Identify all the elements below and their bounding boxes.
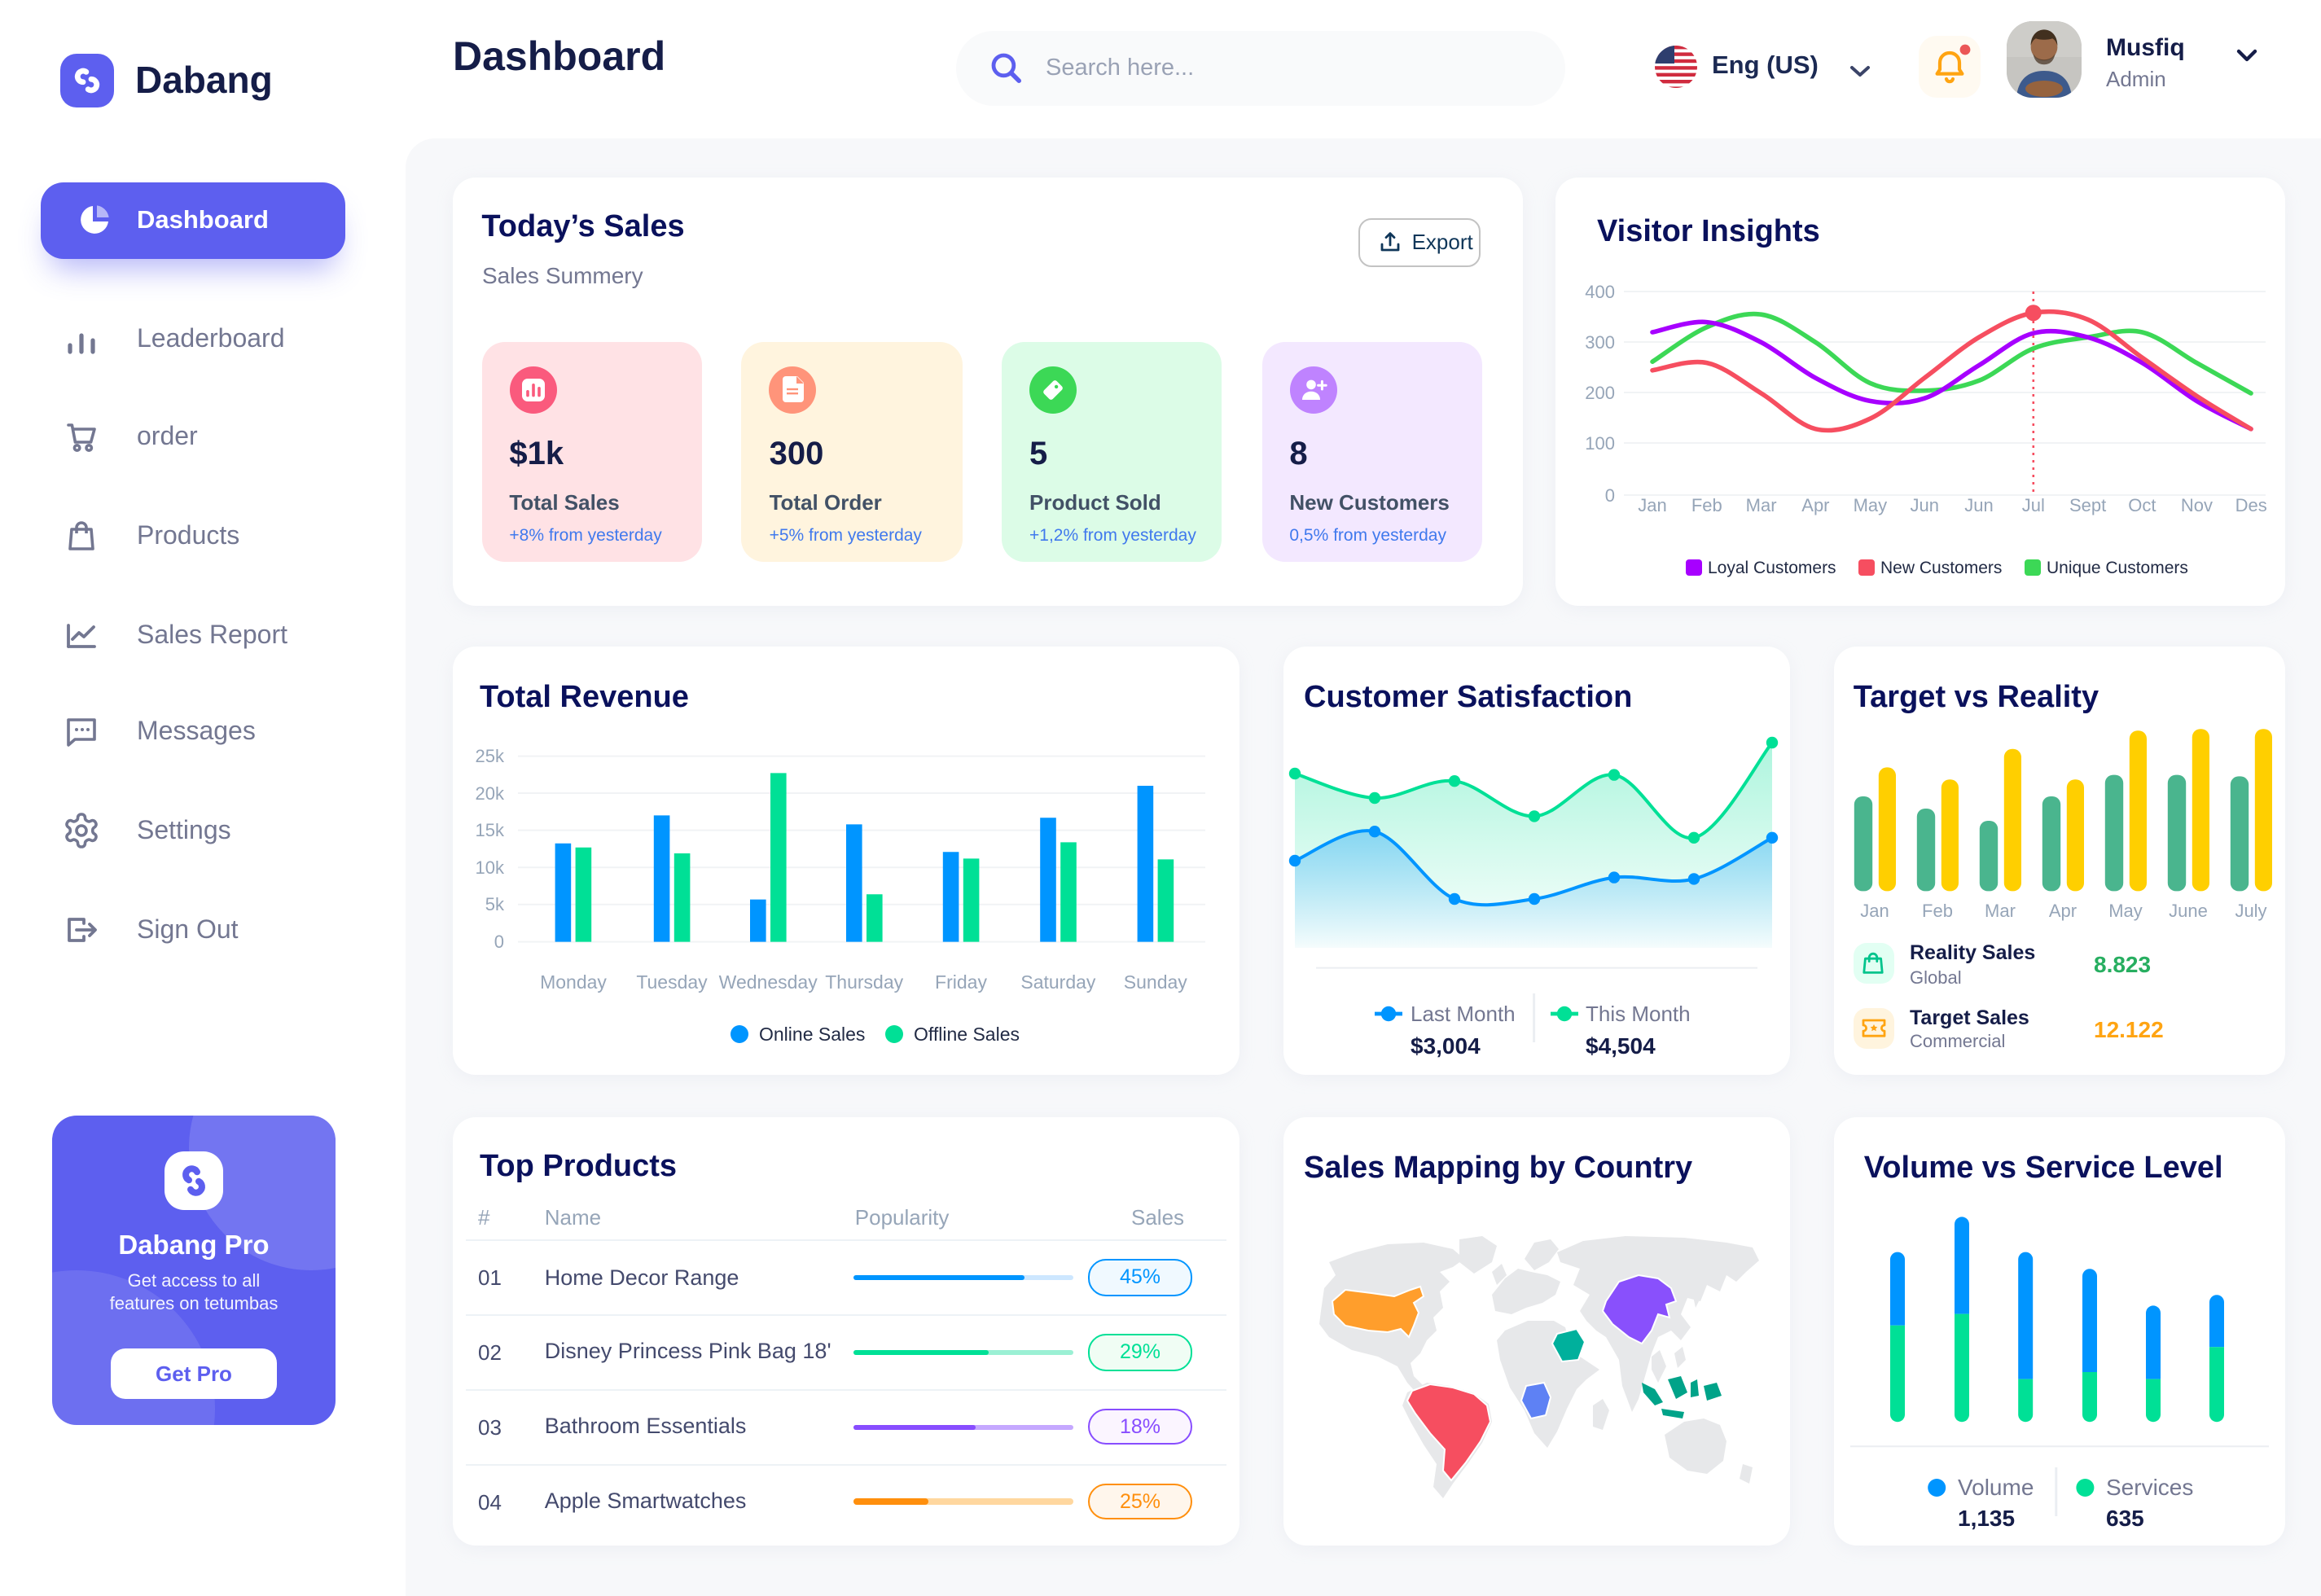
svg-text:This Month: This Month [1585,1002,1690,1026]
svg-text:20k: 20k [476,783,505,804]
svg-text:Monday: Monday [540,971,607,993]
svg-text:Wednesday: Wednesday [719,971,818,993]
svg-text:10k: 10k [476,857,505,878]
svg-text:Apr: Apr [2048,901,2076,921]
svg-text:May: May [2108,901,2142,921]
svg-text:15k: 15k [476,820,505,840]
svg-text:Nov: Nov [2180,495,2212,515]
svg-text:Jan: Jan [1637,495,1665,515]
svg-text:Apr: Apr [1801,495,1828,515]
svg-text:300: 300 [1584,332,1614,353]
svg-text:Unique Customers: Unique Customers [2046,559,2187,577]
svg-text:100: 100 [1584,433,1614,454]
svg-text:May: May [1853,495,1887,515]
svg-text:Jul: Jul [2021,495,2044,515]
svg-text:Feb: Feb [1691,495,1722,515]
svg-text:Jun: Jun [1909,495,1937,515]
svg-text:$3,004: $3,004 [1410,1033,1480,1059]
svg-text:July: July [2234,901,2266,921]
svg-text:200: 200 [1584,383,1614,403]
svg-text:Mar: Mar [1745,495,1776,515]
svg-text:Services: Services [2105,1474,2192,1499]
svg-text:June: June [2168,901,2207,921]
svg-text:$4,504: $4,504 [1585,1033,1655,1059]
svg-text:Feb: Feb [1921,901,1952,921]
svg-text:Oct: Oct [2127,495,2155,515]
svg-text:Jan: Jan [1859,901,1888,921]
svg-text:Saturday: Saturday [1020,971,1096,993]
svg-text:Offline Sales: Offline Sales [914,1024,1020,1045]
svg-text:Mar: Mar [1984,901,2015,921]
svg-text:Volume: Volume [1957,1474,2033,1499]
svg-text:0: 0 [494,932,504,952]
svg-text:Loyal Customers: Loyal Customers [1707,559,1836,577]
svg-text:0: 0 [1604,485,1614,506]
svg-text:25k: 25k [476,746,505,766]
svg-text:New Customers: New Customers [1880,559,2001,577]
svg-text:Jun: Jun [1963,495,1992,515]
svg-text:Tuesday: Tuesday [636,971,708,993]
svg-text:635: 635 [2105,1505,2143,1530]
svg-text:1,135: 1,135 [1957,1505,2014,1530]
svg-text:Online Sales: Online Sales [759,1024,865,1045]
svg-text:Last Month: Last Month [1410,1002,1515,1026]
svg-text:5k: 5k [485,894,505,914]
svg-text:Friday: Friday [935,971,987,993]
svg-text:Sunday: Sunday [1124,971,1188,993]
svg-text:400: 400 [1584,282,1614,302]
svg-text:Sept: Sept [2069,495,2105,515]
svg-text:Des: Des [2235,495,2266,515]
svg-text:Thursday: Thursday [825,971,903,993]
